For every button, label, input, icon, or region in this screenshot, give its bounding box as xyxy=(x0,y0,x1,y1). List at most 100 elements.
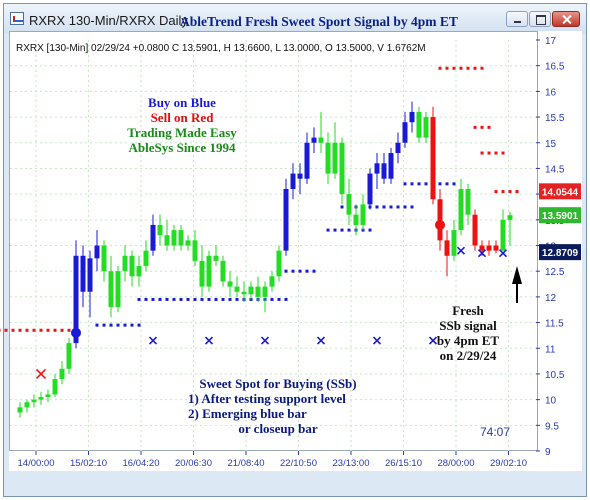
fresh-note-line-2: SSb signal xyxy=(439,318,497,333)
maximize-button[interactable] xyxy=(529,11,551,27)
buy-stop-dot xyxy=(228,297,232,301)
bar-body xyxy=(115,271,121,308)
bar-body xyxy=(101,245,107,272)
buy-stop-dot xyxy=(123,323,127,327)
sell-stop-dot xyxy=(18,328,22,332)
price-tag-box xyxy=(539,207,581,224)
bar-body xyxy=(59,368,65,380)
sell-stop-dot xyxy=(11,328,15,332)
buy-signal-dot xyxy=(71,327,81,338)
bar-body xyxy=(157,224,163,236)
sell-stop-dot xyxy=(487,151,491,155)
sell-stop-dot xyxy=(32,328,36,332)
price-bars xyxy=(17,101,513,418)
buy-stop-dot xyxy=(179,297,183,301)
sell-stop-dot xyxy=(0,328,1,332)
close-button[interactable] xyxy=(552,11,580,27)
sell-stop-dot xyxy=(39,328,43,332)
legend-since: AbleSys Since 1994 xyxy=(128,140,236,155)
bar-body xyxy=(241,291,247,295)
buy-stop-dot xyxy=(270,297,274,301)
sell-stop-dot xyxy=(452,66,456,70)
buy-stop-dot xyxy=(305,269,309,273)
x-stroke xyxy=(456,246,466,255)
chart-heading: AbleTrend Fresh Sweet Sport Signal by 4p… xyxy=(180,14,458,29)
buy-x-marker xyxy=(260,336,270,345)
bar-body xyxy=(122,255,128,272)
legend-text: Buy on Blue Sell on Red Trading Made Eas… xyxy=(96,95,268,155)
bar-body xyxy=(66,343,72,369)
x-stroke xyxy=(35,368,47,380)
sell-stop-dot xyxy=(60,328,64,332)
price-tag-box xyxy=(539,183,581,200)
buy-x-marker xyxy=(316,336,326,345)
y-tick-label: 11.5 xyxy=(545,319,564,330)
price-tag-value: 13.5901 xyxy=(542,211,579,222)
window-title: RXRX 130-Min/RXRX Daily xyxy=(29,13,188,28)
sell-stop-dot xyxy=(480,125,484,129)
sell-stop-dot xyxy=(473,66,477,70)
title-bar[interactable]: RXRX 130-Min/RXRX Daily AbleTrend Fresh … xyxy=(4,4,586,34)
buy-stop-dot xyxy=(144,297,148,301)
bar-body xyxy=(234,286,240,292)
bar-body xyxy=(409,111,415,123)
bar-body xyxy=(395,142,401,154)
bar-body xyxy=(129,255,135,277)
legend-buy: Buy on Blue xyxy=(148,95,216,110)
sell-stop-dot xyxy=(487,125,491,129)
bar-body xyxy=(423,117,429,138)
bar-body xyxy=(430,117,436,200)
buy-stop-dot xyxy=(214,297,218,301)
bar-body xyxy=(227,281,233,287)
bar-body xyxy=(458,188,464,231)
sell-stop-dot xyxy=(4,328,8,332)
bar-body xyxy=(325,142,331,174)
bar-body xyxy=(276,250,282,277)
buy-stop-dot xyxy=(151,297,155,301)
bar-body xyxy=(262,286,268,297)
bar-body xyxy=(290,173,296,189)
bar-body xyxy=(304,142,310,179)
buy-stop-dot xyxy=(340,228,344,232)
fresh-signal-note: Fresh SSb signal by 4pm ET on 2/29/24 xyxy=(418,303,518,363)
buy-stop-dot xyxy=(403,205,407,209)
sell-signal-dot xyxy=(435,219,445,230)
price-axis[interactable] xyxy=(538,31,582,451)
x-stroke xyxy=(260,336,270,345)
buy-stop-dot xyxy=(298,269,302,273)
buy-x-marker xyxy=(456,246,466,255)
bar-body xyxy=(213,255,219,261)
buy-stop-dot xyxy=(326,228,330,232)
bar-body xyxy=(52,379,58,395)
price-tags: 14.0544 13.5901 12.8709 xyxy=(539,183,581,261)
minimize-button[interactable] xyxy=(506,11,528,27)
fresh-note-line-3: by 4pm ET xyxy=(436,333,500,348)
x-tick-label: 14/00:00 xyxy=(18,458,55,469)
sell-stop-dot xyxy=(473,125,477,129)
buy-stop-dot xyxy=(396,205,400,209)
y-tick-label: 10.5 xyxy=(545,370,565,381)
sell-stop-dot xyxy=(494,151,498,155)
buy-x-marker xyxy=(477,249,487,258)
y-tick-label: 16.5 xyxy=(545,62,565,73)
bar-body xyxy=(136,266,142,277)
x-tick-label: 28/00:00 xyxy=(438,458,475,469)
ssb-note-rule-1: 1) After testing support level xyxy=(188,391,346,406)
buy-stop-dot xyxy=(347,228,351,232)
bar-body xyxy=(416,111,422,138)
signal-markers xyxy=(35,219,508,380)
x-tick-label: 29/02:10 xyxy=(490,458,527,469)
bar-body xyxy=(318,137,324,143)
buy-x-marker xyxy=(204,336,214,345)
buy-stop-dot xyxy=(417,182,421,186)
buy-stop-dot xyxy=(165,297,169,301)
sell-stop-dot xyxy=(67,328,71,332)
buy-stop-dot xyxy=(333,228,337,232)
sell-stop-dot xyxy=(480,151,484,155)
sell-stop-dot xyxy=(515,190,519,194)
buy-stop-dot xyxy=(410,182,414,186)
bar-body xyxy=(472,214,478,246)
time-axis[interactable] xyxy=(9,451,582,471)
sell-stop-dot xyxy=(25,328,29,332)
